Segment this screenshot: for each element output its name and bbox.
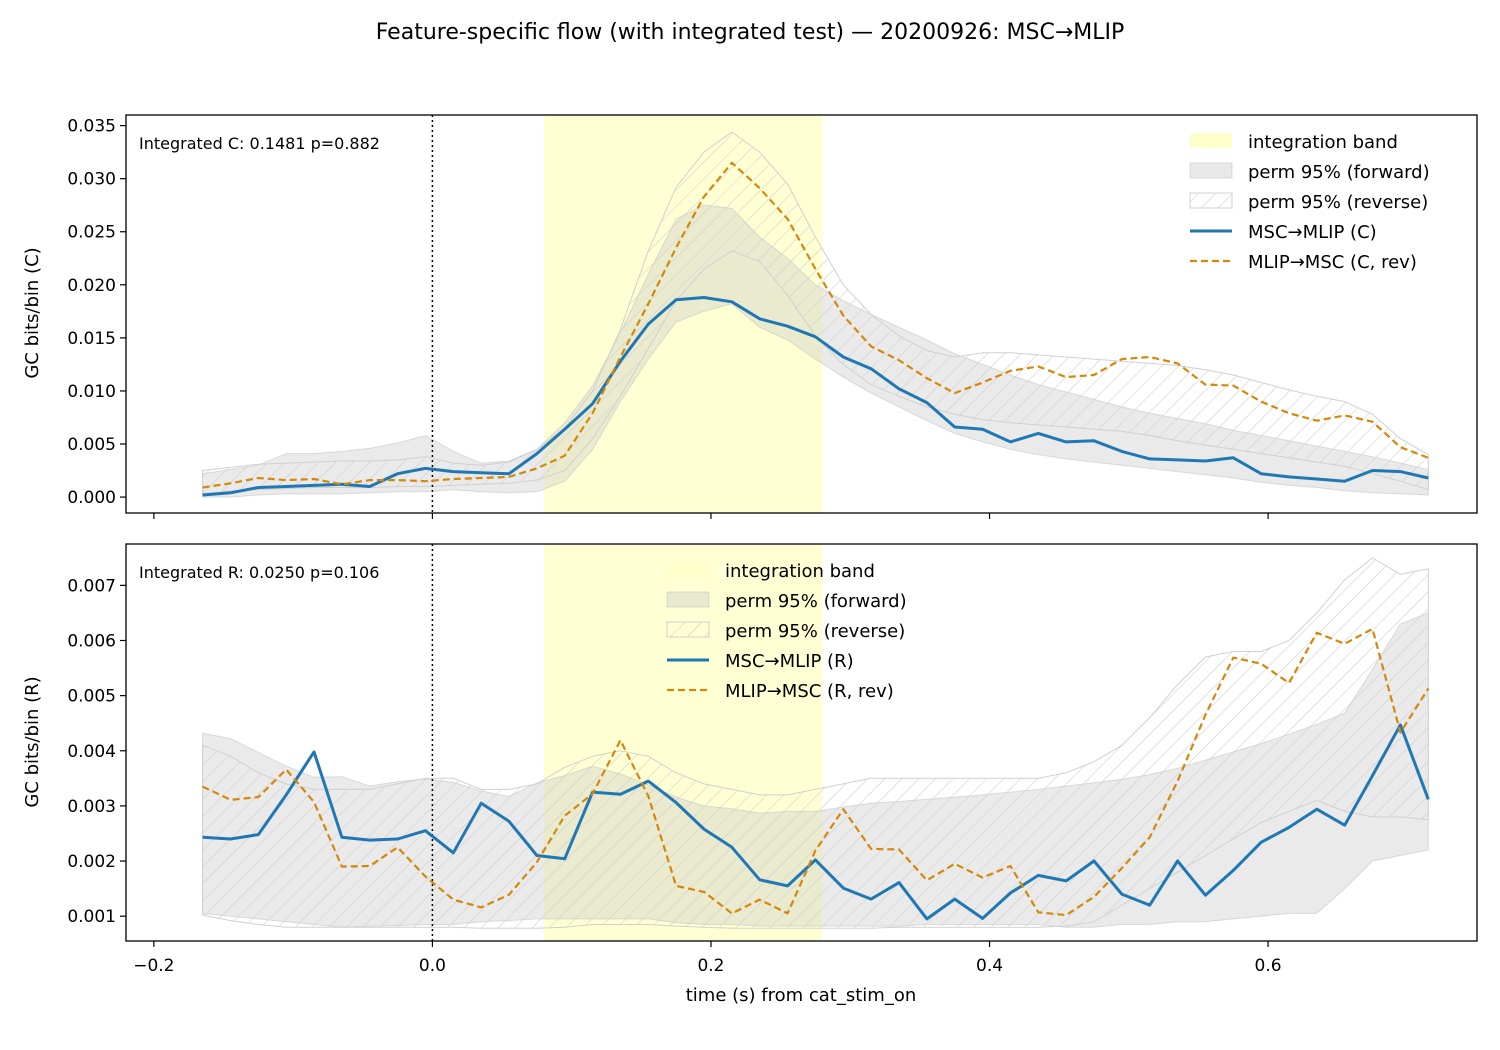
legend-entry: integration band (1248, 132, 1398, 153)
x-tick-label: −0.2 (133, 956, 174, 976)
legend-entry: MLIP→MSC (C, rev) (1248, 252, 1417, 273)
legend-swatch-integration-band (1190, 133, 1232, 148)
y-tick-label: 0.003 (67, 797, 116, 817)
y-tick-label: 0.006 (67, 631, 116, 651)
legend-swatch-perm-forward (666, 591, 710, 608)
panel-c: GC bits/bin (C) Integrated C: 0.1481 p=0… (22, 114, 1478, 519)
legend-entry: perm 95% (reverse) (725, 621, 905, 642)
plot-area (202, 115, 1429, 513)
y-tick-label: 0.010 (67, 382, 116, 402)
y-axis-label-r: GC bits/bin (R) (22, 676, 43, 807)
series-line-forward (202, 296, 1429, 497)
y-tick-label: 0.035 (67, 117, 116, 137)
series-line-reverse (202, 627, 1430, 917)
legend-swatch-perm-reverse (1189, 192, 1233, 209)
y-tick-label: 0.020 (67, 276, 116, 296)
legend-swatch-integration-band (667, 562, 709, 577)
perm-band-reverse (202, 557, 1429, 929)
y-axis-label-c: GC bits/bin (C) (22, 247, 43, 378)
legend-swatch-perm-forward (1189, 162, 1233, 179)
y-tick-label: 0.001 (67, 907, 116, 927)
y-tick-label: 0.007 (67, 576, 116, 596)
y-tick-label: 0.005 (67, 687, 116, 707)
perm-band-reverse (202, 131, 1429, 495)
y-tick-label: 0.004 (67, 742, 116, 762)
y-tick-label: 0.005 (67, 435, 116, 455)
x-tick-label: 0.2 (697, 956, 724, 976)
series-line-reverse (202, 161, 1429, 489)
figure-title: Feature-specific flow (with integrated t… (376, 20, 1125, 45)
legend-entry: perm 95% (forward) (725, 591, 907, 612)
x-tick-label: 0.0 (419, 956, 446, 976)
legend-entry: perm 95% (reverse) (1248, 192, 1428, 213)
y-tick-label: 0.015 (67, 329, 116, 349)
legend-entry: MSC→MLIP (R) (725, 651, 854, 672)
legend-entry: perm 95% (forward) (1248, 162, 1430, 183)
axes-frame (125, 114, 1478, 514)
x-axis-label: time (s) from cat_stim_on (686, 985, 917, 1006)
legend-entry: MLIP→MSC (R, rev) (725, 681, 894, 702)
legend-entry: MSC→MLIP (C) (1248, 222, 1377, 243)
y-tick-label: 0.002 (67, 852, 116, 872)
axes-frame (125, 543, 1478, 942)
y-tick-label: 0.025 (67, 223, 116, 243)
panel-r: GC bits/bin (R) Integrated R: 0.0250 p=0… (22, 543, 1478, 976)
x-tick-label: 0.6 (1255, 956, 1282, 976)
legend: integration band perm 95% (forward) perm 9… (666, 561, 907, 702)
legend: integration band perm 95% (forward) perm 9… (1189, 132, 1430, 273)
legend-swatch-perm-reverse (666, 621, 710, 638)
y-tick-label: 0.000 (67, 488, 116, 508)
plot-area (202, 544, 1430, 941)
legend-entry: integration band (725, 561, 875, 582)
x-tick-label: 0.4 (976, 956, 1003, 976)
integrated-annotation-c: Integrated C: 0.1481 p=0.882 (139, 134, 380, 153)
y-tick-label: 0.030 (67, 170, 116, 190)
series-line-forward (202, 723, 1430, 921)
integrated-annotation-r: Integrated R: 0.0250 p=0.106 (139, 563, 379, 582)
